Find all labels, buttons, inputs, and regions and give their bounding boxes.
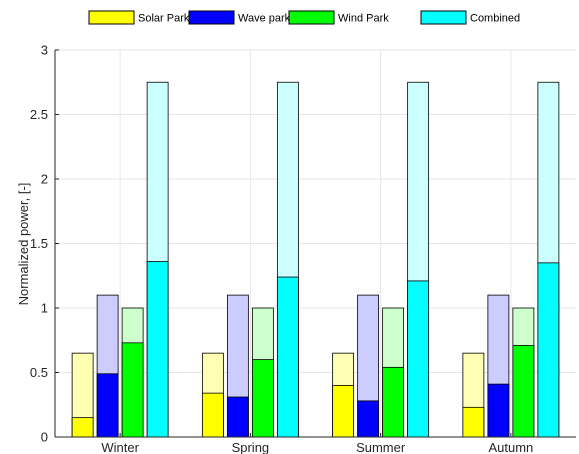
legend-swatch <box>88 10 135 25</box>
y-tick-label: 0 <box>41 430 48 445</box>
bar-value <box>146 261 169 438</box>
bar-value <box>96 373 119 438</box>
x-tick-label: Spring <box>232 440 270 454</box>
bar-value <box>487 383 510 438</box>
bars <box>71 81 560 438</box>
legend: Solar Park Wave park Wind Park Combined <box>88 10 520 25</box>
y-axis-label: Normalized power, [-] <box>16 183 31 306</box>
bar-value <box>332 384 355 438</box>
bar-value <box>537 262 560 438</box>
bar-value <box>226 396 249 438</box>
legend-label: Combined <box>470 13 520 25</box>
y-tick-label: 1 <box>41 301 48 316</box>
legend-swatch <box>420 10 467 25</box>
legend-swatch <box>288 10 335 25</box>
x-tick-label: Summer <box>356 440 406 454</box>
legend-swatch <box>188 10 235 25</box>
y-tick-label: 2.5 <box>30 107 48 122</box>
bar-value <box>121 342 144 438</box>
x-tick-label: Winter <box>101 440 139 454</box>
x-tick-label: Autumn <box>488 440 533 454</box>
legend-label: Wind Park <box>338 13 389 25</box>
bar-value <box>276 276 299 438</box>
bar-value <box>357 400 380 438</box>
y-tick-label: 2 <box>41 172 48 187</box>
bar-value <box>462 406 485 438</box>
y-tick-label: 1.5 <box>30 236 48 251</box>
legend-label: Wave park <box>238 13 291 25</box>
bar-value <box>71 417 94 438</box>
bar-value <box>512 345 535 438</box>
y-tick-label: 3 <box>41 43 48 58</box>
legend-label: Solar Park <box>138 13 190 25</box>
bar-value <box>407 280 430 438</box>
axes: 0 0.5 1 1.5 2 2.5 3 Winter Spring Summer Autumn <box>30 43 576 454</box>
bar-value <box>382 366 405 438</box>
bar-value <box>251 359 274 438</box>
y-tick-label: 0.5 <box>30 365 48 380</box>
bar-value <box>201 392 224 438</box>
